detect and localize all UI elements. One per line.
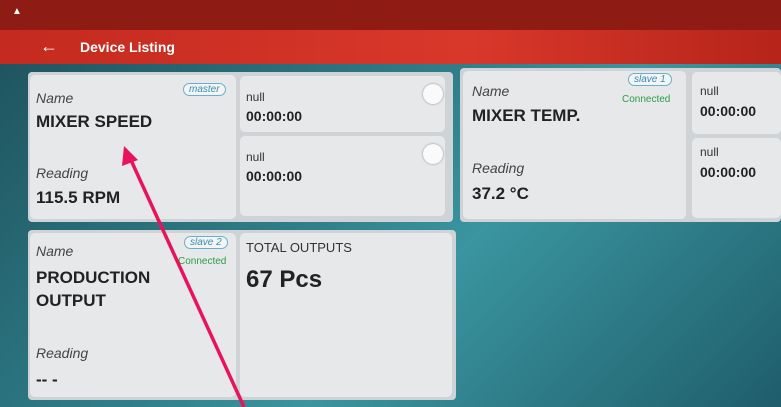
screen: ▲ ← Device Listing Name master MIXER SPE… [0, 0, 781, 407]
annotation-overlay [0, 0, 781, 407]
annotation-arrowhead [122, 146, 138, 166]
annotation-arrow [130, 158, 244, 407]
